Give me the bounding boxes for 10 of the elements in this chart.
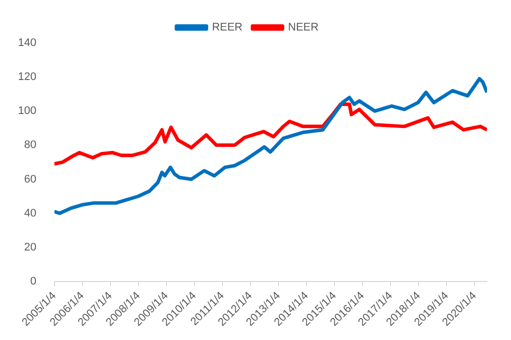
y-tick-label: 60 [24,173,36,186]
y-tick-label: 80 [24,139,36,152]
y-tick-label: 140 [18,37,36,50]
y-tick-label: 40 [24,207,36,220]
y-tick-label: 0 [30,275,36,288]
y-tick-label: 20 [24,241,36,254]
y-tick-label: 100 [18,105,36,118]
y-tick-label: 120 [18,71,36,84]
legend-label: REER [212,22,243,34]
legend-label: NEER [288,22,319,34]
